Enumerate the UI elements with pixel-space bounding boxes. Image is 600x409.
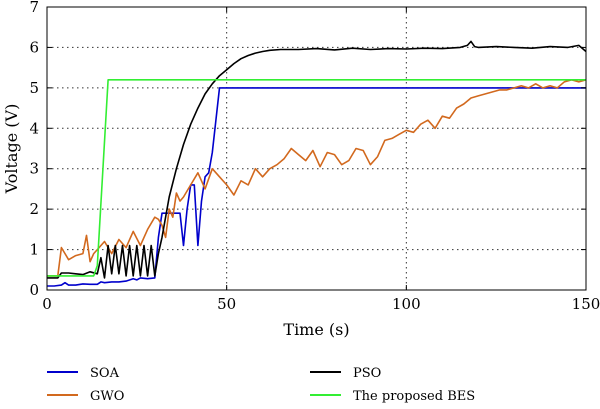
legend-label-the-proposed-bes: The proposed BES bbox=[353, 389, 475, 404]
y-tick-label-3: 3 bbox=[29, 160, 39, 178]
axis-ticks: 0 50 100 150 0 1 2 3 4 5 6 7 bbox=[29, 0, 600, 313]
y-tick-label-7: 7 bbox=[29, 0, 39, 16]
x-tick-label-100: 100 bbox=[392, 295, 421, 313]
series-line-pso bbox=[47, 40, 587, 279]
legend-label-pso: PSO bbox=[353, 366, 381, 381]
series-line-gwo bbox=[47, 79, 587, 277]
legend-label-gwo: GWO bbox=[90, 389, 124, 404]
y-tick-label-0: 0 bbox=[29, 281, 39, 299]
plot-frame bbox=[46, 6, 587, 291]
series-line-soa bbox=[47, 87, 586, 287]
series-line-the-proposed-bes bbox=[47, 79, 586, 277]
y-tick-label-4: 4 bbox=[29, 119, 39, 137]
y-tick-label-1: 1 bbox=[29, 241, 39, 259]
legend-label-soa: SOA bbox=[90, 366, 120, 381]
x-tick-label-150: 150 bbox=[572, 295, 600, 313]
x-axis-title: Time (s) bbox=[283, 320, 349, 339]
x-tick-label-0: 0 bbox=[42, 295, 52, 313]
grid bbox=[47, 7, 586, 290]
series-lines bbox=[47, 40, 587, 287]
x-tick-label-50: 50 bbox=[217, 295, 236, 313]
legend: SOA GWO PSO The proposed BES bbox=[47, 366, 475, 404]
y-tick-label-2: 2 bbox=[29, 200, 39, 218]
y-axis-title: Voltage (V) bbox=[2, 104, 21, 195]
y-tick-label-6: 6 bbox=[29, 38, 39, 56]
y-tick-label-5: 5 bbox=[29, 79, 39, 97]
